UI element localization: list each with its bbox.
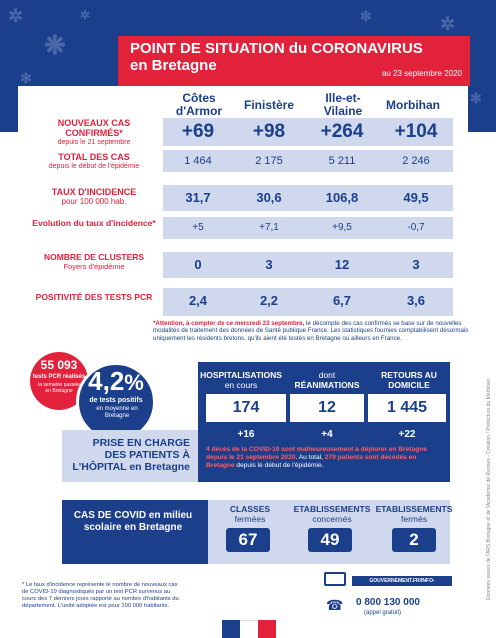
- tests-count-sub: la semaine passée en Bretagne: [38, 382, 80, 394]
- hospitalisations-value: 174: [232, 399, 260, 416]
- row-band-total: [163, 150, 453, 172]
- gov-url-link[interactable]: GOUVERNEMENT.FR/INFO-CORONAVIRUS: [352, 576, 452, 594]
- hospitalisations-delta: +16: [237, 429, 255, 440]
- virus-decoration-icon: ✻: [470, 90, 482, 106]
- hospital-panel: [198, 362, 450, 482]
- page-subtitle: en Bretagne: [130, 57, 217, 74]
- side-credit: Données issues de l'ARS Bretagne et de l…: [486, 378, 492, 600]
- value-incidence-ille: 106,8: [325, 190, 359, 205]
- row-band-positivite: [163, 288, 453, 316]
- value-nouveaux-cotes: +69: [181, 121, 215, 142]
- positive-rate-sub: en moyenne en Bretagne: [96, 406, 138, 419]
- value-nouveaux-morbihan: +104: [394, 121, 438, 142]
- phone-number[interactable]: 0 800 130 000: [356, 597, 420, 608]
- value-evolution-finistere: +7,1: [259, 222, 279, 233]
- value-total-ille: 5 211: [328, 155, 356, 167]
- row-label-total: TOTAL DES CAS depuis le début de l'épidé…: [48, 152, 140, 171]
- retours-box: [368, 394, 446, 422]
- retours-delta: +22: [398, 429, 416, 440]
- reanimations-delta: +4: [321, 429, 333, 440]
- column-header-ille-et-vilaine: Ille-et-Vilaine: [323, 91, 363, 118]
- value-evolution-morbihan: -0,7: [407, 222, 425, 233]
- virus-decoration-icon: ❋: [44, 30, 66, 60]
- incidence-footnote: * Le taux d'incidence représente le nomb…: [22, 582, 179, 609]
- value-total-morbihan: 2 246: [402, 155, 430, 167]
- row-band-clusters: [163, 252, 453, 278]
- deaths-text: 4 décès de la COVID-19 sont malheureusem…: [206, 446, 427, 469]
- classes-box: [226, 528, 270, 552]
- row-label-nouveaux-cas: NOUVEAUX CAS CONFIRMÉS* depuis le 21 sep…: [57, 118, 131, 146]
- value-evolution-cotes: +5: [192, 222, 204, 233]
- etablissements-concernes-label: ETABLISSEMENTS concernés: [293, 504, 371, 524]
- column-header-morbihan: Morbihan: [386, 98, 440, 112]
- value-incidence-finistere: 30,6: [256, 190, 282, 205]
- virus-decoration-icon: ✲: [8, 6, 24, 26]
- row-band-nouveaux: [163, 118, 453, 146]
- retours-label: RETOURS AU DOMICILE: [381, 370, 437, 390]
- etablissements-fermes-value: 2: [409, 530, 419, 549]
- phone-icon: ☎: [326, 597, 344, 613]
- value-total-cotes: 1 464: [184, 155, 212, 167]
- etablissements-concernes-box: [308, 528, 352, 552]
- etablissements-concernes-value: 49: [320, 530, 340, 549]
- title-box: POINT DE SITUATION du CORONAVIRUS en Bre…: [118, 36, 470, 86]
- reanimations-value: 12: [318, 399, 336, 416]
- value-nouveaux-ille: +264: [320, 121, 364, 142]
- retours-value: 1 445: [386, 399, 428, 416]
- classes-value: 67: [238, 530, 258, 549]
- etablissements-fermes-box: [392, 528, 436, 552]
- school-title: CAS DE COVID en milieu scolaire en Breta…: [73, 510, 193, 533]
- phone-sub: (appel gratuit): [364, 610, 402, 616]
- virus-decoration-icon: ✻: [360, 8, 372, 24]
- positive-rate-label: de tests positifs: [89, 397, 143, 404]
- republique-francaise-logo: [222, 620, 276, 638]
- row-label-evolution: Evolution du taux d'incidence*: [32, 218, 156, 228]
- value-incidence-cotes: 31,7: [185, 190, 211, 205]
- row-band-incidence: [163, 185, 453, 211]
- value-evolution-ille: +9,5: [332, 222, 352, 233]
- attention-note: *Attention, à compter de ce mercredi 23 …: [153, 320, 469, 342]
- tests-count-value: 55 093: [40, 358, 78, 372]
- row-label-incidence: TAUX D'INCIDENCE pour 100 000 hab.: [51, 187, 137, 207]
- row-band-evolution: [163, 217, 453, 239]
- computer-icon: [324, 572, 346, 586]
- value-positivite-finistere: 2,2: [259, 293, 279, 308]
- value-clusters-morbihan: 3: [412, 257, 420, 272]
- row-label-positivite: POSITIVITÉ DES TESTS PCR: [35, 292, 153, 302]
- virus-decoration-icon: ✲: [440, 14, 456, 34]
- classes-label: CLASSES fermées: [229, 504, 271, 524]
- reanimations-label: dont RÉANIMATIONS: [294, 370, 360, 390]
- value-incidence-morbihan: 49,5: [403, 190, 429, 205]
- report-date: au 23 septembre 2020: [381, 69, 462, 78]
- value-positivite-ille: 6,7: [332, 293, 352, 308]
- row-label-clusters: NOMBRE DE CLUSTERS Foyers d'épidémie: [43, 252, 145, 271]
- positive-rate-value: 4,2%: [88, 366, 144, 396]
- hospitalisations-label: HOSPITALISATIONS en cours: [200, 370, 282, 390]
- hospital-title: PRISE EN CHARGE DES PATIENTS À L'HÔPITAL…: [72, 437, 190, 473]
- virus-decoration-icon: ✻: [20, 70, 32, 86]
- virus-decoration-icon: ✲: [80, 8, 91, 22]
- positive-rate-circle: [76, 362, 156, 442]
- value-nouveaux-finistere: +98: [252, 121, 286, 142]
- school-title-panel: [62, 500, 208, 564]
- value-clusters-finistere: 3: [265, 257, 273, 272]
- value-positivite-morbihan: 3,6: [406, 293, 426, 308]
- value-clusters-cotes: 0: [194, 257, 202, 272]
- column-header-finistere: Finistère: [243, 98, 294, 112]
- etablissements-fermes-label: ETABLISSEMENTS fermés: [375, 504, 453, 524]
- value-clusters-ille: 12: [334, 257, 350, 272]
- value-total-finistere: 2 175: [255, 155, 283, 167]
- hospital-title-band: [62, 430, 198, 482]
- page-title: POINT DE SITUATION du CORONAVIRUS: [130, 40, 423, 57]
- tests-count-label: tests PCR réalisés: [32, 374, 86, 380]
- hospitalisations-box: [206, 394, 286, 422]
- reanimations-box: [290, 394, 364, 422]
- value-positivite-cotes: 2,4: [188, 293, 208, 308]
- column-header-cotes-darmor: Côtes d'Armor: [175, 91, 223, 118]
